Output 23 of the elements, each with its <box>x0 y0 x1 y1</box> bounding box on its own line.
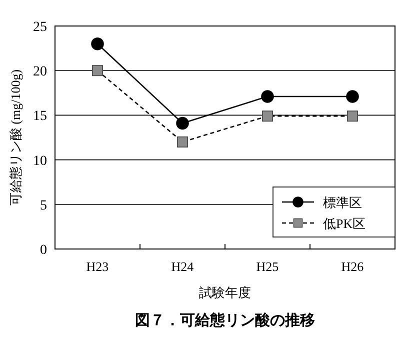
x-tick-label: H25 <box>256 259 279 274</box>
x-tick-label: H24 <box>171 259 194 274</box>
y-tick-label: 25 <box>33 20 47 35</box>
point <box>91 37 104 50</box>
legend-label: 標準区 <box>323 195 362 210</box>
y-tick-label: 20 <box>33 64 47 80</box>
text: 図７．可給態リン酸の推移 <box>135 312 315 329</box>
point <box>346 90 359 103</box>
y-tick-label: 10 <box>33 154 47 169</box>
point <box>262 110 273 122</box>
point <box>92 65 103 76</box>
y-tick-label: 0 <box>40 243 47 258</box>
point <box>176 116 189 130</box>
point <box>261 90 274 103</box>
y-tick-label: 5 <box>40 198 47 214</box>
y-axis-title: 可給態リン酸 (mg/100g) <box>8 69 23 206</box>
y-tick-label: 15 <box>33 109 47 124</box>
x-tick-label: H23 <box>86 259 109 274</box>
x-tick-label: H26 <box>341 259 364 274</box>
x-axis-title: 試験年度 <box>199 285 251 300</box>
legend-label: 低PK区 <box>323 216 366 231</box>
point <box>177 136 188 148</box>
point <box>347 110 358 122</box>
